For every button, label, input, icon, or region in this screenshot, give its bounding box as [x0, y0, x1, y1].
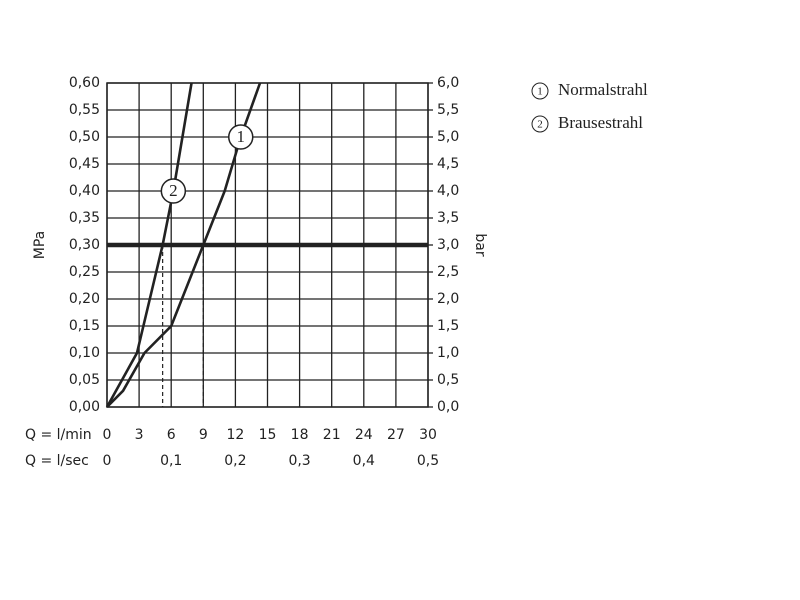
y-tick-label: 0,40	[69, 183, 100, 199]
y2-tick-label: 4,5	[437, 156, 459, 172]
x-tick-label: 27	[387, 427, 405, 443]
y-tick-label: 0,55	[69, 102, 100, 118]
series-line	[105, 82, 193, 408]
y-tick-label: 0,35	[69, 210, 100, 226]
curve-marker-label: 1	[237, 127, 246, 146]
x2-tick-label: 0,5	[417, 453, 439, 469]
x-tick-label: 24	[355, 427, 373, 443]
x-tick-label: 12	[226, 427, 244, 443]
y2-tick-label: 3,0	[437, 237, 459, 253]
y-tick-label: 0,15	[69, 318, 100, 334]
x-tick-label: 18	[291, 427, 309, 443]
curve-marker-label: 2	[169, 181, 178, 200]
x2-tick-label: 0,2	[224, 453, 246, 469]
y-tick-label: 0,60	[69, 75, 100, 91]
legend-label: Normalstrahl	[558, 80, 648, 99]
y-tick-label: 0,25	[69, 264, 100, 280]
y2-tick-label: 6,0	[437, 75, 459, 91]
y-tick-label: 0,00	[69, 399, 100, 415]
y-axis-label: MPa	[32, 231, 48, 259]
x-tick-label: 0	[103, 427, 112, 443]
x2-axis-label: Q = l/sec	[25, 453, 89, 469]
legend-symbol-label: 1	[537, 86, 543, 98]
x-tick-label: 30	[419, 427, 437, 443]
y-tick-label: 0,10	[69, 345, 100, 361]
legend-symbol	[531, 82, 549, 100]
x2-tick-label: 0,3	[288, 453, 310, 469]
x-tick-label: 3	[135, 427, 144, 443]
y2-tick-label: 1,5	[437, 318, 459, 334]
y2-tick-label: 5,5	[437, 102, 459, 118]
legend-label: Brausestrahl	[558, 113, 643, 132]
y2-tick-label: 0,0	[437, 399, 459, 415]
legend-symbol-label: 2	[537, 119, 543, 131]
y2-tick-label: 0,5	[437, 372, 459, 388]
x-tick-label: 9	[199, 427, 208, 443]
y-tick-label: 0,05	[69, 372, 100, 388]
y-tick-label: 0,45	[69, 156, 100, 172]
curve-marker	[160, 178, 187, 204]
x-tick-label: 6	[167, 427, 176, 443]
y-tick-label: 0,30	[69, 237, 100, 253]
x-tick-label: 15	[259, 427, 277, 443]
y-tick-label: 0,20	[69, 291, 100, 307]
y2-tick-label: 2,0	[437, 291, 459, 307]
x2-tick-label: 0,4	[353, 453, 375, 469]
y2-tick-label: 1,0	[437, 345, 459, 361]
y2-tick-label: 2,5	[437, 264, 459, 280]
y2-tick-label: 5,0	[437, 129, 459, 145]
curve-marker	[228, 124, 254, 150]
x2-tick-label: 0	[103, 453, 112, 469]
y-tick-label: 0,50	[69, 129, 100, 145]
x-tick-label: 21	[323, 427, 341, 443]
x-axis-label: Q = l/min	[25, 427, 92, 443]
y2-tick-label: 3,5	[437, 210, 459, 226]
x2-tick-label: 0,1	[160, 453, 182, 469]
legend-symbol	[531, 115, 549, 133]
y2-tick-label: 4,0	[437, 183, 459, 199]
y2-axis-label: bar	[472, 233, 488, 256]
